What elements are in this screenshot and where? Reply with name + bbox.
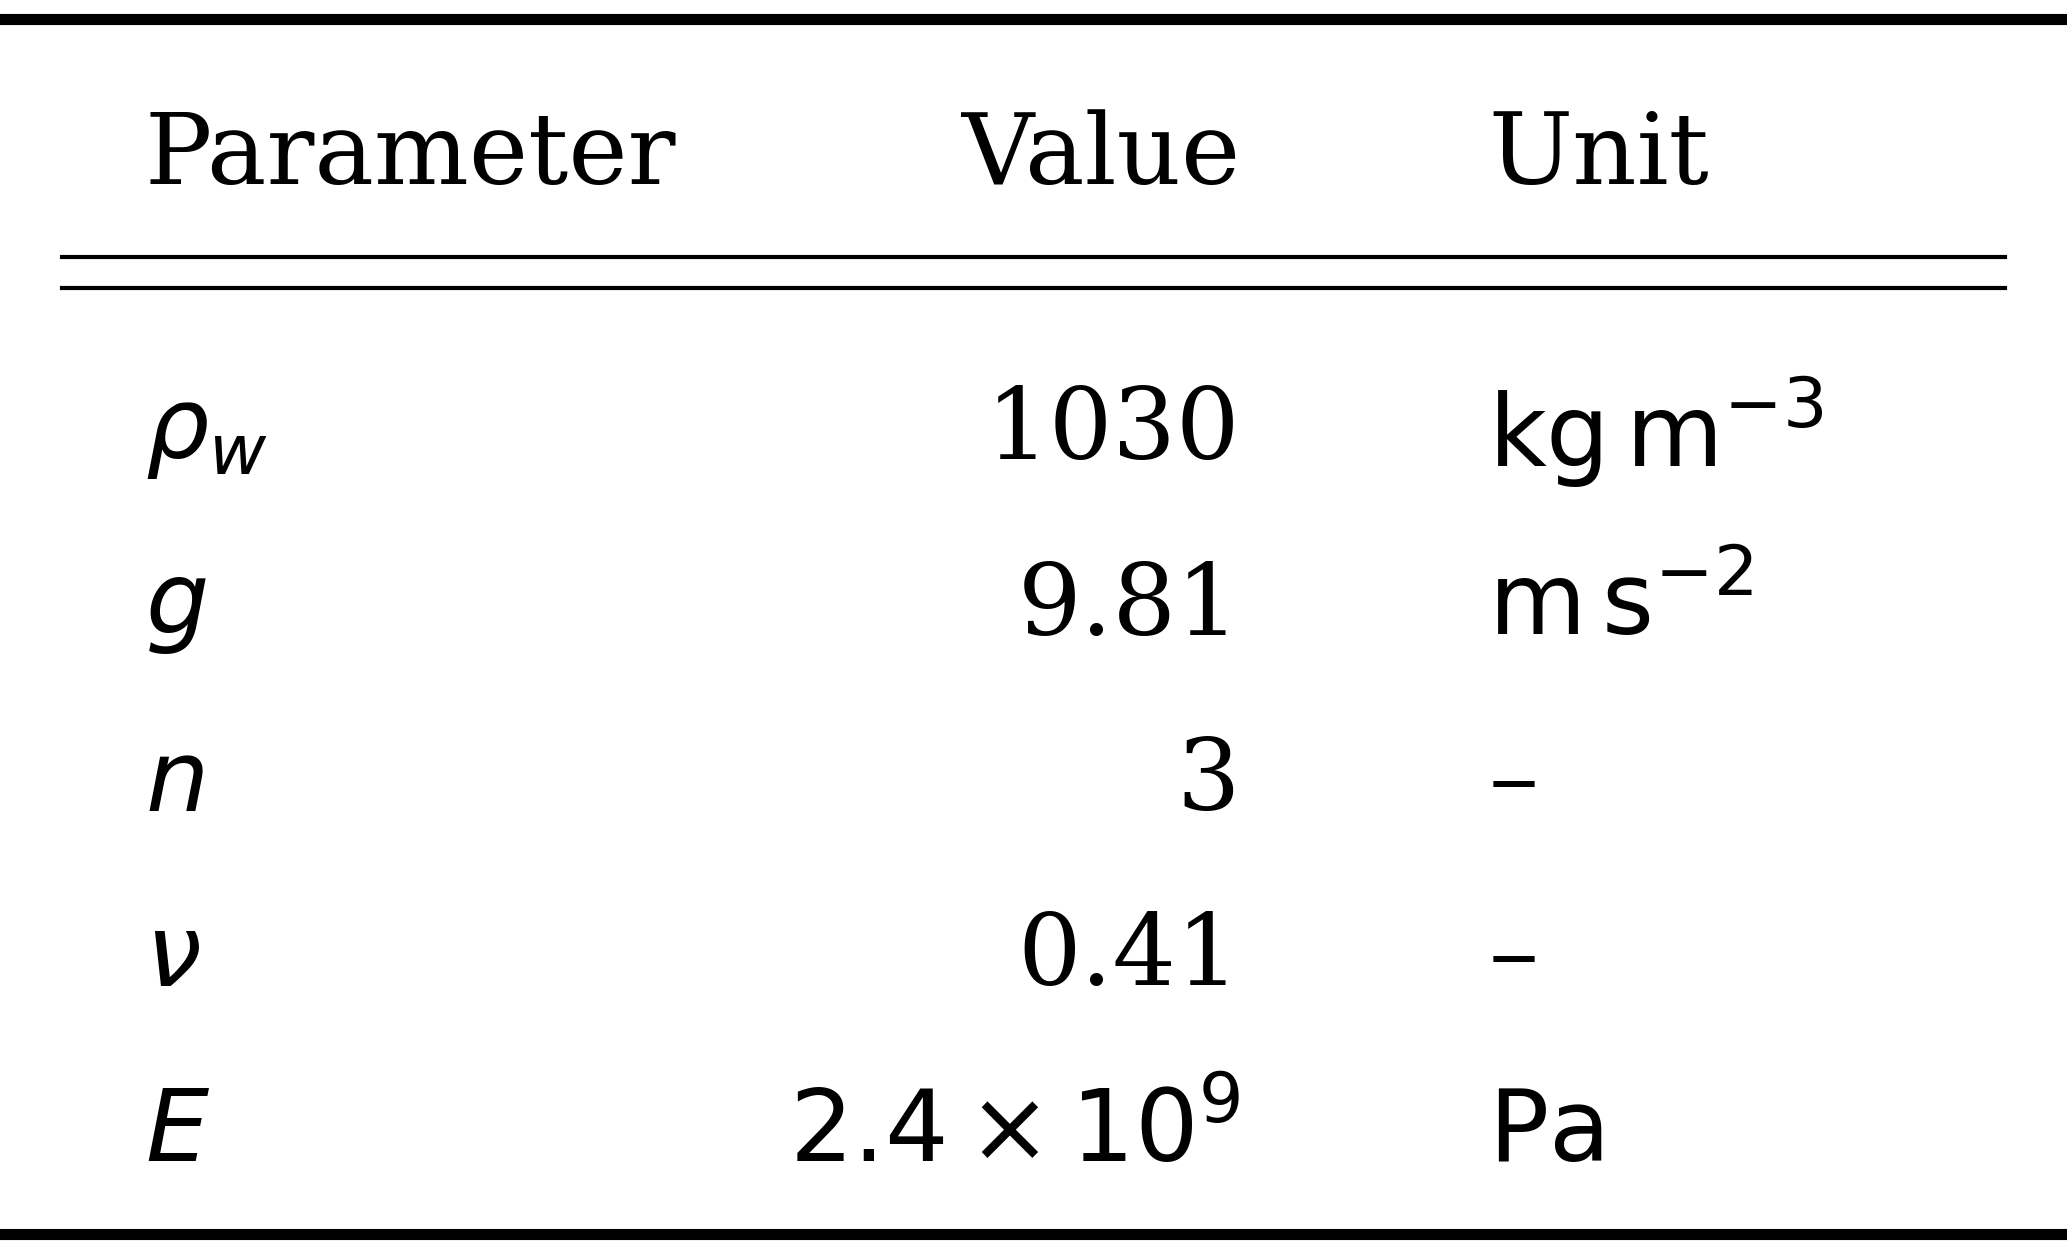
Text: 0.41: 0.41	[1017, 911, 1240, 1006]
Text: $\rho_w$: $\rho_w$	[145, 383, 267, 481]
Text: 1030: 1030	[986, 385, 1240, 480]
Text: 9.81: 9.81	[1017, 560, 1240, 655]
Text: $\mathrm{kg\,m}^{-3}$: $\mathrm{kg\,m}^{-3}$	[1488, 375, 1823, 490]
Text: $\nu$: $\nu$	[145, 910, 200, 1007]
Text: –: –	[1488, 911, 1538, 1006]
Text: 3: 3	[1176, 736, 1240, 831]
Text: $\mathrm{m\,s}^{-2}$: $\mathrm{m\,s}^{-2}$	[1488, 559, 1753, 657]
Text: Unit: Unit	[1488, 109, 1709, 204]
Text: $E$: $E$	[145, 1085, 209, 1183]
Text: –: –	[1488, 736, 1538, 831]
Text: $n$: $n$	[145, 734, 203, 832]
Text: Value: Value	[961, 109, 1240, 204]
Text: Parameter: Parameter	[145, 109, 676, 204]
Text: $2.4\times10^{9}$: $2.4\times10^{9}$	[790, 1085, 1240, 1183]
Text: $\mathrm{Pa}$: $\mathrm{Pa}$	[1488, 1085, 1602, 1183]
Text: $g$: $g$	[145, 559, 207, 657]
